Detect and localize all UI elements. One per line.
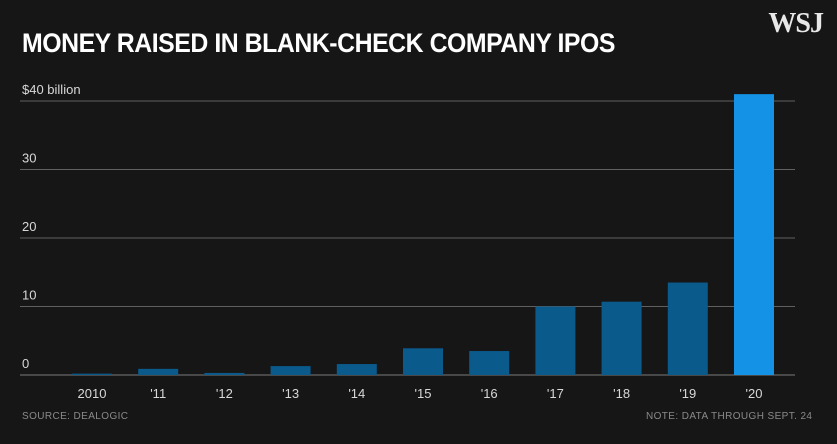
bar-8 [601,301,642,375]
y-axis-ticks: 0 10 20 30 $40 billion [22,82,81,371]
y-tick-label: 30 [22,151,36,166]
wsj-logo: WSJ [768,8,824,39]
source-note: SOURCE: DEALOGIC [22,411,129,422]
bar-10 [734,94,774,376]
x-tick-label: '15 [415,386,432,401]
y-tick-label: $40 billion [22,82,81,97]
bar-5 [403,348,443,375]
x-axis-ticks: 2010 '11 '12 '13 '14 '15 '16 '17 '18 '19 '20 [78,386,763,401]
x-tick-label: '19 [679,386,696,401]
bar-0 [72,373,112,375]
bar-1 [138,368,179,375]
x-tick-label: '18 [613,386,630,401]
y-tick-label: 10 [22,288,36,303]
chart-title: MONEY RAISED IN BLANK-CHECK COMPANY IPOS [22,28,615,58]
x-tick-label: '20 [746,386,763,401]
bar-9 [667,282,708,375]
y-tick-label: 20 [22,219,36,234]
bar-6 [469,351,510,375]
x-tick-label: 2010 [78,386,107,401]
bar-2 [204,372,245,375]
y-tick-label: 0 [22,356,29,371]
bar-3 [270,366,311,375]
x-tick-label: '11 [150,386,166,401]
bar-4 [336,364,377,375]
bar-7 [535,306,576,375]
x-tick-label: '14 [348,386,365,401]
x-tick-label: '17 [547,386,564,401]
x-tick-label: '12 [216,386,233,401]
bars [72,94,774,376]
x-tick-label: '16 [481,386,498,401]
data-note: NOTE: DATA THROUGH SEPT. 24 [646,411,813,422]
x-tick-label: '13 [282,386,299,401]
